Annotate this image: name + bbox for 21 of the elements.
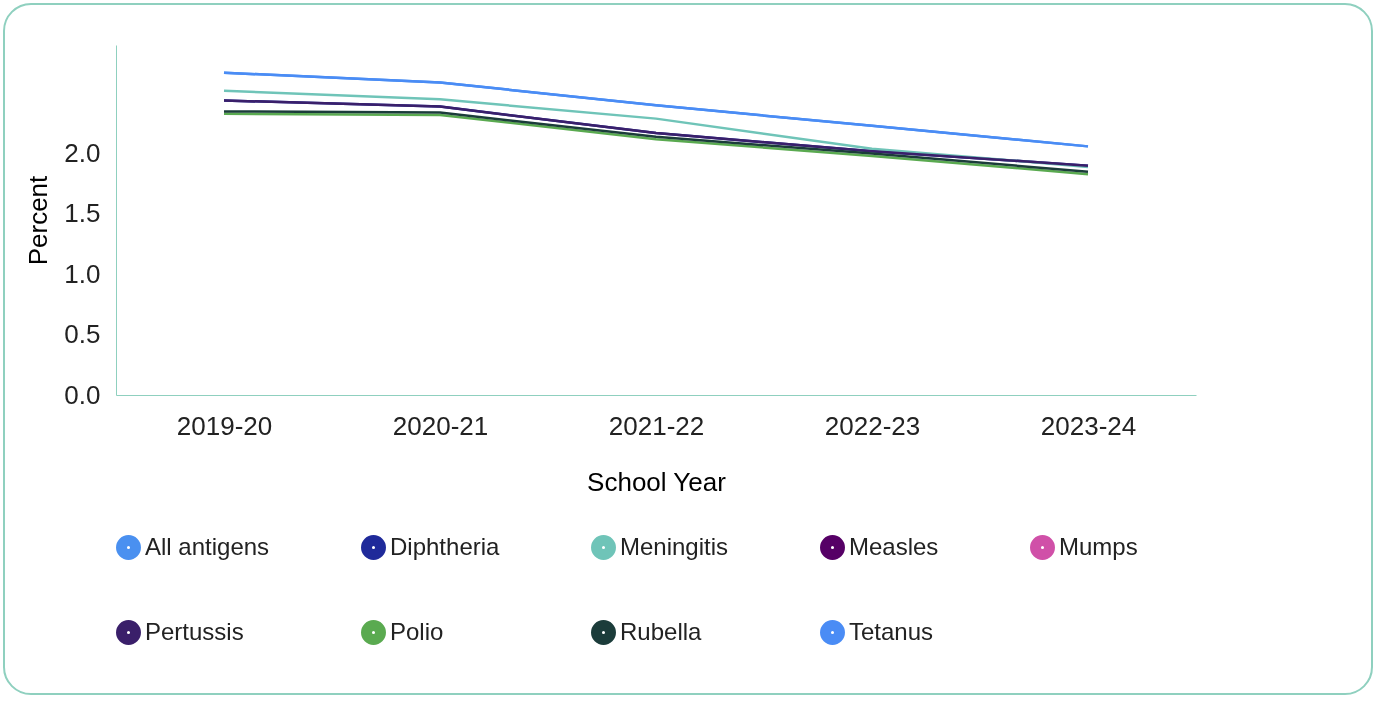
y-tick-label: 2.0 xyxy=(64,138,101,169)
legend-label: Meningitis xyxy=(620,532,729,560)
x-tick-label: 2022-23 xyxy=(824,410,921,441)
y-tick-label: 1.5 xyxy=(64,198,101,229)
legend-label: Rubella xyxy=(620,617,703,645)
x-tick-label: 2023-24 xyxy=(1040,410,1137,441)
x-axis-title: School Year xyxy=(587,466,727,497)
x-tick-label: 2021-22 xyxy=(608,410,705,441)
legend-label: Pertussis xyxy=(145,617,244,645)
y-axis-title: Percent xyxy=(23,174,54,266)
legend-label: Diphtheria xyxy=(390,532,501,560)
legend-label: All antigens xyxy=(145,532,270,560)
legend-label: Polio xyxy=(390,617,444,645)
y-tick-label: 1.0 xyxy=(64,258,101,289)
y-tick-label: 0.5 xyxy=(64,319,101,350)
legend-label: Measles xyxy=(849,532,939,560)
legend-label: Tetanus xyxy=(849,617,934,645)
legend-label: Mumps xyxy=(1059,532,1138,560)
x-tick-label: 2019-20 xyxy=(176,410,273,441)
y-tick-label: 0.0 xyxy=(64,379,101,410)
x-tick-label: 2020-21 xyxy=(392,410,489,441)
